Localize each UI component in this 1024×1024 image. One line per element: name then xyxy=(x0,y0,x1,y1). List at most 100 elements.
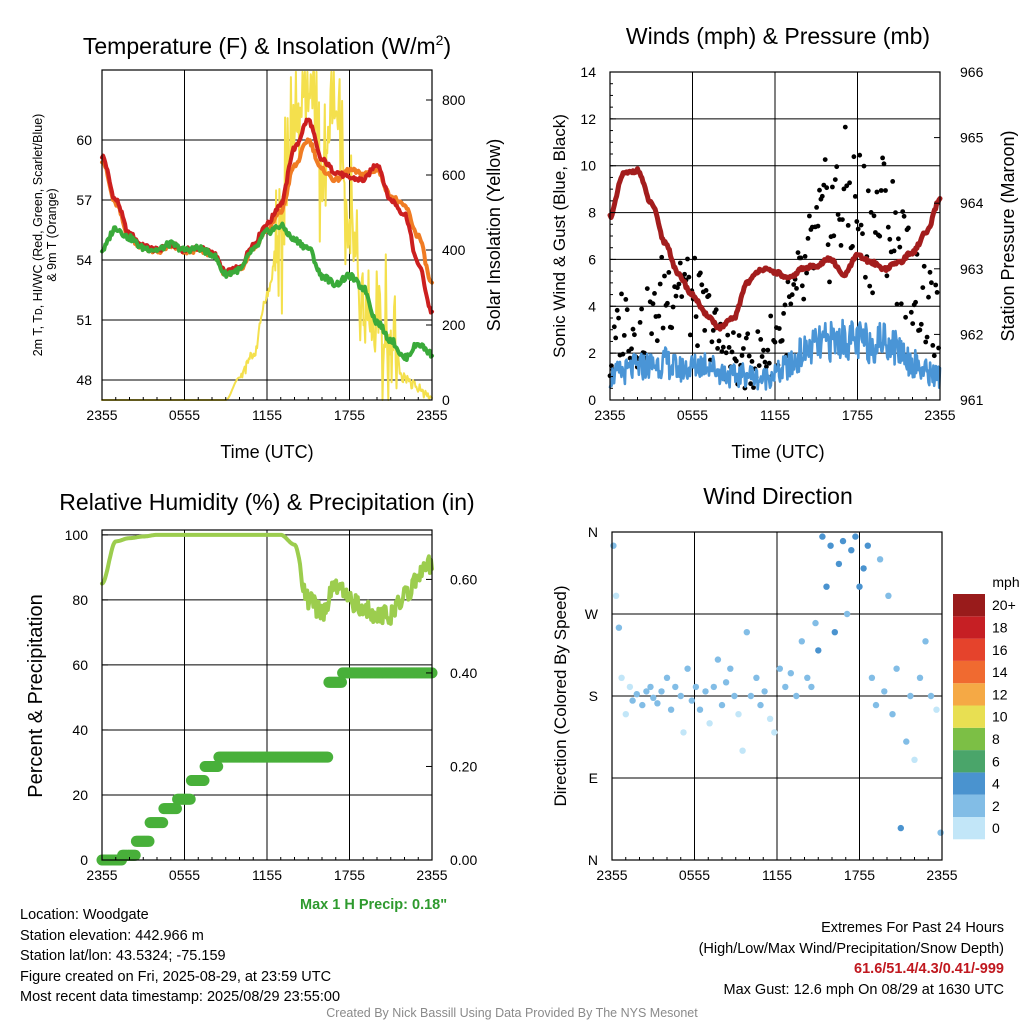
direction-title: Wind Direction xyxy=(703,483,853,509)
direction-point xyxy=(793,692,800,700)
gust-point xyxy=(871,213,877,219)
winds-ytick-label: 0 xyxy=(588,392,596,408)
gust-point xyxy=(908,309,914,315)
colorbar-swatch xyxy=(953,594,985,617)
gust-point xyxy=(703,288,709,293)
winds-xtick-label: 1155 xyxy=(760,407,790,423)
gust-point xyxy=(927,269,933,275)
gust-point xyxy=(918,321,924,327)
gust-point xyxy=(832,177,838,183)
temperature-ytick-label: 54 xyxy=(76,252,92,268)
precip-point xyxy=(212,761,224,772)
gust-point xyxy=(731,330,736,335)
colorbar-label: 8 xyxy=(992,731,1000,747)
gust-point xyxy=(695,343,700,349)
gust-point xyxy=(616,315,621,321)
temperature-ytick-label: 48 xyxy=(76,372,92,388)
colorbar-label: 10 xyxy=(992,709,1008,725)
temperature-ylabel-line1: 2m T, Tᴅ, HI/WC (Red, Green, Scarlet/Blu… xyxy=(31,114,45,357)
gust-point xyxy=(639,306,644,312)
gust-point xyxy=(861,163,867,169)
temperature-xtick-label: 0555 xyxy=(169,407,200,423)
gust-point xyxy=(840,217,845,223)
gust-point xyxy=(644,286,650,291)
gust-point xyxy=(720,344,726,350)
temperature-xtick-label: 1155 xyxy=(252,407,282,423)
direction-point xyxy=(798,638,805,645)
colorbar-swatch xyxy=(953,794,985,817)
gust-point xyxy=(850,244,855,249)
direction-point xyxy=(633,691,640,698)
direction-xtick-label: 2355 xyxy=(596,867,627,883)
direction-point xyxy=(903,738,910,745)
gust-point xyxy=(614,307,620,313)
humidity-ytick-label: 40 xyxy=(72,722,88,738)
direction-point xyxy=(839,537,847,545)
direction-point xyxy=(706,720,713,727)
gust-point xyxy=(798,255,804,261)
gust-point xyxy=(723,350,729,356)
winds-ytick-label: 2 xyxy=(588,345,596,361)
gust-point xyxy=(874,189,880,195)
colorbar-label: 20+ xyxy=(992,597,1016,613)
gust-point xyxy=(929,280,934,286)
direction-point xyxy=(739,747,746,754)
direction-xtick-label: 1755 xyxy=(844,867,875,883)
precip-point xyxy=(143,835,155,847)
created-text: Figure created on Fri, 2025-08-29, at 23… xyxy=(20,968,332,985)
humidity-ylabel: Percent & Precipitation xyxy=(25,594,47,797)
insolation-ytick-label: 800 xyxy=(442,92,466,108)
direction-point xyxy=(735,711,742,718)
direction-point xyxy=(933,706,940,713)
precip-ytick-label: 0.00 xyxy=(450,852,477,868)
gust-point xyxy=(881,161,887,167)
gust-point xyxy=(758,337,764,342)
precip-point xyxy=(336,676,347,688)
direction-point xyxy=(615,624,623,631)
gust-point xyxy=(698,270,703,276)
pressure-ytick-label: 963 xyxy=(960,261,984,277)
gust-point xyxy=(779,338,785,343)
insolation-ytick-label: 400 xyxy=(442,242,466,258)
direction-point xyxy=(885,592,892,599)
temperature-xtick-label: 2355 xyxy=(416,407,447,423)
gust-point xyxy=(880,155,885,161)
gust-point xyxy=(847,180,852,186)
gust-point xyxy=(650,301,656,307)
direction-point xyxy=(819,533,826,540)
gust-point xyxy=(931,353,937,359)
extremes-info: Extremes For Past 24 Hours (High/Low/Max… xyxy=(699,918,1004,1000)
gust-point xyxy=(924,334,930,340)
colorbar-label: 0 xyxy=(992,820,1000,836)
gust-point xyxy=(814,205,819,210)
gust-point xyxy=(896,236,901,242)
gust-point xyxy=(933,282,939,288)
gust-point xyxy=(921,263,927,269)
gust-point xyxy=(725,332,731,338)
direction-point xyxy=(815,647,822,654)
direction-point xyxy=(856,583,863,590)
gust-point xyxy=(799,283,805,289)
direction-point xyxy=(911,756,918,763)
gust-point xyxy=(906,225,911,231)
direction-point xyxy=(714,656,722,663)
pressure-ytick-label: 966 xyxy=(960,64,984,80)
station-info: Location: Woodgate Station elevation: 44… xyxy=(20,905,340,1008)
gust-point xyxy=(868,210,874,215)
latlon-text: Station lat/lon: 43.5324; -75.159 xyxy=(20,948,226,964)
direction-point xyxy=(629,697,636,704)
direction-point xyxy=(823,583,830,590)
direction-point xyxy=(722,679,730,686)
direction-point xyxy=(876,556,884,563)
colorbar-swatch xyxy=(953,750,985,773)
gust-point xyxy=(652,291,657,296)
gust-point xyxy=(822,157,828,163)
direction-point xyxy=(843,610,851,618)
precip-point xyxy=(184,793,196,805)
gust-point xyxy=(930,343,936,348)
gust-point xyxy=(897,244,903,250)
gust-point xyxy=(926,294,931,300)
gust-point xyxy=(785,279,791,285)
gust-point xyxy=(713,307,719,313)
